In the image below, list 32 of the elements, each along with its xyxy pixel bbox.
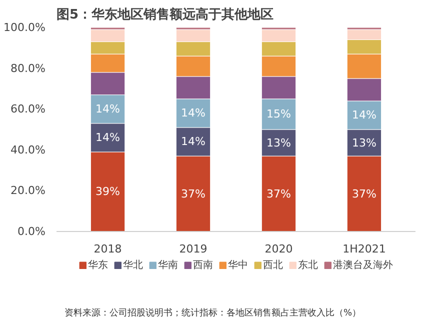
y-tick-label: 60.0%	[10, 102, 46, 116]
data-label: 14%	[96, 131, 120, 144]
legend-label: 西南	[193, 258, 213, 272]
data-label: 14%	[181, 135, 206, 148]
legend-label: 东北	[298, 258, 318, 272]
x-tick-label: 2018	[94, 242, 122, 256]
data-label: 15%	[266, 108, 291, 121]
data-label: 13%	[266, 136, 291, 150]
y-tick-label: 80.0%	[10, 62, 46, 75]
y-tick-label: 40.0%	[10, 143, 46, 156]
chart-title: 图5：华东地区销售额远高于其他地区	[56, 6, 274, 22]
y-tick-label: 100.0%	[4, 21, 46, 34]
data-label: 37%	[266, 187, 291, 200]
data-label: 14%	[352, 108, 376, 122]
legend-label: 华北	[123, 258, 143, 272]
data-label: 14%	[96, 102, 120, 116]
legend-label: 西北	[263, 258, 283, 272]
legend-label: 华东	[88, 258, 108, 272]
y-tick-label: 20.0%	[10, 184, 46, 198]
x-tick-label: 2019	[179, 242, 208, 256]
data-label: 37%	[352, 187, 376, 200]
data-label: 13%	[352, 136, 376, 150]
data-label: 14%	[181, 106, 206, 120]
legend-label: 港澳台及海外	[333, 258, 393, 272]
y-tick-label: 0.0%	[18, 225, 46, 238]
text: 资料来源：公司招股说明书；统计指标：各地区销售额占主营收入比（%）	[64, 308, 362, 318]
data-label: 37%	[181, 187, 206, 200]
legend-label: 华南	[158, 258, 178, 272]
x-tick-label: 2020	[264, 242, 293, 256]
data-label: 39%	[96, 185, 120, 198]
x-tick-label: 1H2021	[342, 242, 386, 256]
legend-label: 华中	[228, 258, 248, 272]
